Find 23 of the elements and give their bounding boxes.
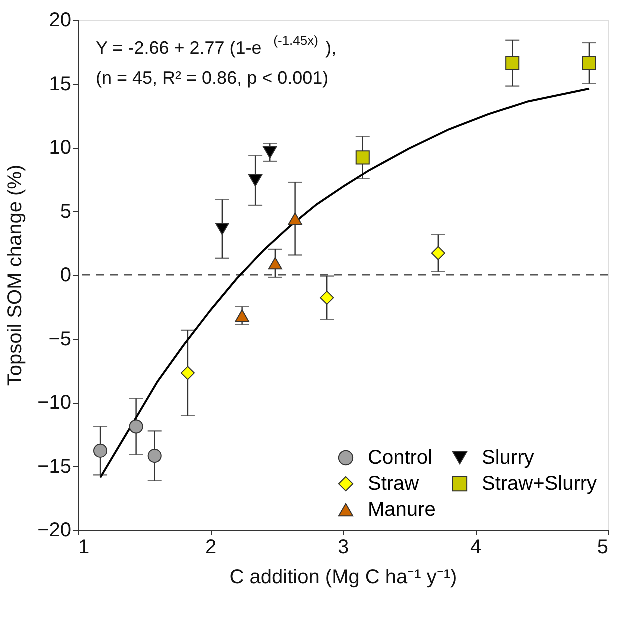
x-tick-label: 2 [205,536,217,558]
y-axis-title: Topsoil SOM change (%) [4,164,27,386]
y-tick-label: −10 [38,392,72,414]
y-tick-label: 15 [49,73,72,96]
y-tick-label: −5 [48,328,72,350]
annotation: (n = 45, R² = 0.86, p < 0.001) [96,68,329,88]
y-tick-label: 0 [60,264,72,286]
legend-label: Straw+Slurry [482,473,598,495]
y-tick-label: −20 [38,520,72,542]
x-tick-label: 1 [78,536,90,558]
annotation: Y = -2.66 + 2.77 (1-e(-1.45x)), [96,33,337,58]
y-tick-label: −15 [38,456,72,478]
legend-label: Manure [368,499,436,521]
x-tick-label: 3 [338,536,350,558]
legend-label: Slurry [482,447,534,469]
legend-label: Straw [368,473,420,495]
legend-label: Control [368,447,432,469]
y-tick-label: 10 [49,137,72,159]
x-axis-title: C addition (Mg C ha⁻¹ y⁻¹) [230,566,458,588]
x-tick-label: 5 [597,536,608,558]
y-tick-label: 5 [60,200,72,223]
x-tick-label: 4 [470,536,482,558]
y-tick-label: 20 [49,10,72,32]
